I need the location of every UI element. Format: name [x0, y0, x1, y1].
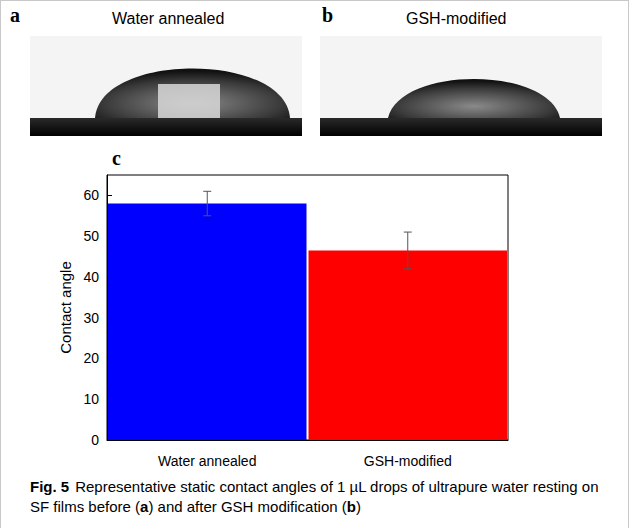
svg-text:0: 0 — [91, 432, 99, 448]
svg-text:20: 20 — [83, 350, 99, 366]
svg-text:10: 10 — [83, 391, 99, 407]
svg-text:60: 60 — [83, 187, 99, 203]
svg-text:GSH-modified: GSH-modified — [364, 453, 452, 469]
svg-text:30: 30 — [83, 310, 99, 326]
svg-text:Contact angle: Contact angle — [57, 261, 74, 354]
svg-text:50: 50 — [83, 228, 99, 244]
html-text:c: c — [112, 147, 121, 169]
svg-text:GSH-modified: GSH-modified — [406, 10, 506, 27]
svg-text:Water annealed: Water annealed — [112, 10, 224, 27]
svg-text:Water annealed: Water annealed — [158, 453, 256, 469]
svg-text:b: b — [322, 4, 333, 26]
svg-text:a: a — [10, 4, 20, 26]
svg-text:40: 40 — [83, 269, 99, 285]
html-text:Fig. 5 Representative static c: Fig. 5 Representative static contact ang… — [30, 478, 599, 515]
